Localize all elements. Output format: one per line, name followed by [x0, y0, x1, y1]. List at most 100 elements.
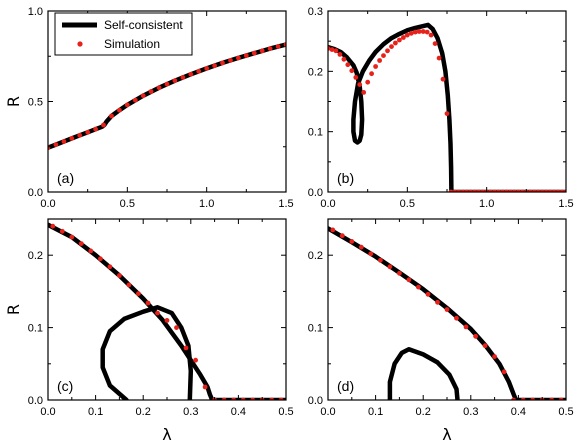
panel-a-simulation-point-28: [259, 48, 265, 54]
panel-d-simulation-point-12: [435, 299, 440, 305]
panel-a-simulation-point-18: [180, 75, 186, 80]
panel-c-simulation-point-8: [117, 273, 122, 278]
panel-c-ytick-label-1: 0.0: [28, 395, 43, 407]
panel-d-xtick-label-5: 0.4: [511, 406, 526, 418]
panel-b-ytick-label-3: 0.2: [308, 66, 323, 78]
panel-b-simulation-point-6: [345, 62, 351, 68]
panel-a-simulation-point-25: [236, 55, 241, 61]
panel-a-xtick-label-3: 1.0: [199, 198, 214, 210]
panel-a-self-consistent-line-1: [48, 42, 286, 150]
panel-d: 0.0 0.1 0.2 0.3 0.4 0.5 0.0 0.1 0.2 (d) λ: [308, 218, 574, 444]
panel-d-simulation-point-14: [454, 315, 459, 321]
panel-a-ytick-label-3: 1.0: [28, 6, 43, 18]
panel-a-ylabel: R: [4, 96, 23, 107]
panel-b-simulation-point-19: [397, 37, 402, 43]
panel-c-simulation-point-13: [164, 318, 170, 323]
panel-a-simulation-point-21: [204, 66, 210, 71]
panel-b-data: [328, 22, 566, 192]
panel-a-simulation-point-12: [132, 97, 138, 103]
panel-a-simulation-point-13: [140, 93, 146, 99]
panel-b: 0.0 0.5 1.0 1.5 0.0 0.1 0.2 0.3 (b): [308, 6, 574, 210]
panel-a-simulation-point-4: [69, 136, 75, 141]
panel-d-simulation-point-9: [406, 277, 412, 283]
panel-c-simulation-point-15: [183, 345, 189, 351]
panel-c-self-consistent-line-1: [48, 222, 286, 400]
panel-a-simulation-point-14: [148, 89, 154, 94]
panel-a: 0.0 0.5 1.0 1.5 0.0 0.5 1.0 (a) R: [4, 6, 294, 210]
panel-c-label: (c): [57, 378, 73, 394]
panel-b-simulation-point-4: [337, 52, 343, 57]
panel-b-simulation-point-17: [389, 44, 394, 49]
panel-c-simulation-point-4: [78, 241, 84, 247]
panel-d-simulation-point-10: [416, 284, 421, 290]
panel-b-simulation-point-3: [333, 48, 339, 54]
panel-d-simulation-point-1: [330, 227, 336, 233]
panel-d-simulation-point-7: [387, 264, 393, 270]
panel-a-simulation-point-16: [164, 81, 170, 87]
panel-b-simulation-point-29: [436, 55, 442, 61]
panel-c-simulation-point-3: [69, 234, 75, 240]
panel-a-simulation-point-8: [101, 122, 106, 128]
legend-marker-swatch: [77, 41, 83, 47]
panel-b-simulation-point-10: [361, 90, 367, 95]
panel-b-xtick-label-2: 0.5: [400, 198, 415, 210]
panel-c-xtick-label-1: 0.0: [40, 406, 55, 418]
panel-a-simulation-point-27: [251, 50, 257, 56]
panel-a-simulation-point-26: [243, 53, 249, 58]
panel-c-ytick-label-3: 0.2: [28, 250, 43, 262]
panel-b-ytick-label-4: 0.3: [308, 6, 323, 18]
panel-b-simulation-point-7: [349, 68, 355, 74]
panel-d-simulation-point-15: [463, 324, 469, 330]
panel-b-xtick-label-1: 0.0: [320, 198, 335, 210]
panel-d-xtick-label-3: 0.2: [416, 406, 431, 418]
panel-c-simulation-point-5: [88, 248, 94, 254]
panel-a-simulation-point-11: [124, 102, 130, 108]
panel-c-simulation-point-16: [193, 357, 199, 363]
panel-a-simulation-point-23: [220, 60, 225, 66]
panel-b-self-consistent-line-1: [328, 22, 566, 192]
panel-c-xtick-label-4: 0.3: [183, 406, 198, 418]
panel-c-ytick-label-2: 0.1: [28, 323, 43, 335]
panel-d-simulation-point-13: [444, 307, 450, 312]
panel-a-simulation-point-22: [212, 63, 218, 69]
legend-label-simulation: Simulation: [104, 37, 160, 51]
panel-b-simulation-point-21: [404, 32, 410, 38]
panel-b-simulation-point-18: [393, 40, 398, 46]
panel-a-simulation-point-30: [275, 44, 281, 49]
panel-c: 0.0 0.1 0.2 0.3 0.4 0.5 0.0 0.1 0.2 (c) Rλ: [4, 218, 294, 444]
panel-b-simulation-point-22: [408, 30, 414, 36]
panel-a-simulation-point-19: [188, 71, 194, 77]
panel-b-simulation-point-27: [428, 32, 434, 38]
legend-box: [54, 12, 193, 56]
panel-d-xtick-label-4: 0.3: [463, 406, 478, 418]
panel-c-simulation-point-11: [145, 300, 151, 306]
panel-a-simulation-point-29: [267, 46, 273, 51]
panel-a-ytick-label-1: 0.0: [28, 187, 43, 199]
panel-d-xtick-label-1: 0.0: [320, 406, 335, 418]
panel-b-simulation-point-31: [444, 111, 450, 116]
panel-b-simulation-point-2: [329, 47, 335, 52]
panel-d-simulation-point-8: [397, 270, 402, 276]
panel-d-simulation-point-2: [339, 233, 345, 239]
panel-c-xtick-label-5: 0.4: [231, 406, 246, 418]
panel-b-simulation-point-15: [381, 53, 386, 58]
panel-a-ytick-label-2: 0.5: [28, 97, 43, 109]
panel-d-ytick-label-2: 0.1: [308, 323, 323, 335]
panel-d-simulation-point-11: [425, 291, 431, 297]
panel-d-ytick-label-1: 0.0: [308, 395, 323, 407]
panel-a-xtick-label-4: 1.5: [278, 198, 293, 210]
panel-b-simulation-point-24: [416, 29, 422, 34]
panel-b-simulation-point-5: [341, 56, 347, 62]
panel-d-self-consistent-line-1: [328, 226, 566, 400]
panel-c-simulation-point-6: [98, 256, 103, 262]
panel-c-simulation-point-10: [136, 291, 141, 296]
panel-a-simulation-point-17: [172, 78, 178, 84]
panel-c-simulation-point-12: [155, 310, 160, 316]
panel-b-simulation-point-23: [412, 29, 418, 35]
panel-a-label: (a): [57, 170, 74, 186]
panel-d-xtick-label-2: 0.1: [368, 406, 383, 418]
panel-d-self-consistent-line-2: [387, 347, 460, 400]
legend: Self-consistent Simulation: [54, 12, 193, 56]
panel-a-simulation-point-3: [61, 139, 67, 144]
panel-b-simulation-point-28: [432, 41, 438, 46]
